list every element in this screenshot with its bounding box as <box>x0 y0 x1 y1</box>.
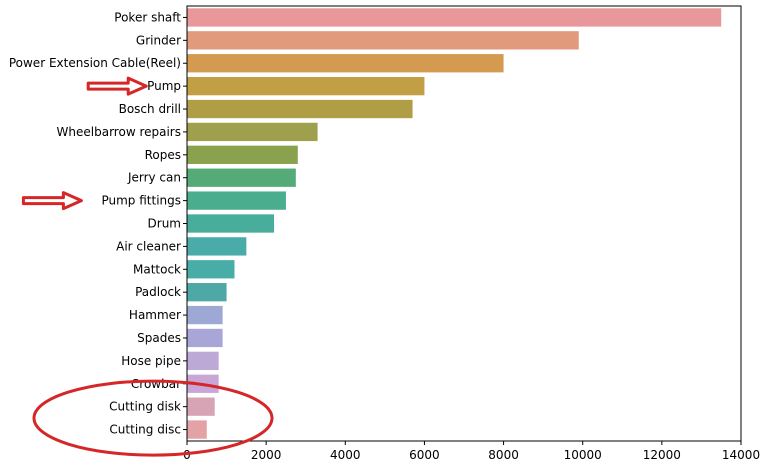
y-tick-label: Pump fittings <box>101 194 181 208</box>
bar-pump-fittings <box>187 191 286 210</box>
y-tick-label: Spades <box>137 331 181 345</box>
y-tick-label: Bosch drill <box>119 102 181 116</box>
bars-group <box>187 8 722 439</box>
x-tick-label: 4000 <box>330 448 361 462</box>
y-tick-label: Cutting disc <box>109 423 181 437</box>
y-tick-label: Drum <box>148 217 181 231</box>
x-tick-label: 2000 <box>251 448 282 462</box>
y-tick-label: Power Extension Cable(Reel) <box>9 56 181 70</box>
y-tick-label: Poker shaft <box>114 10 181 24</box>
bar-drum <box>187 214 275 233</box>
bar-wheelbarrow-repairs <box>187 122 318 142</box>
y-tick-label: Hammer <box>129 308 181 322</box>
x-axis: 0 2000 4000 6000 8000 10000 12000 14000 <box>183 441 760 462</box>
ellipse-annotation <box>32 379 274 457</box>
x-tick-label: 12000 <box>643 448 681 462</box>
bar-power-extension-cable-reel <box>187 54 504 73</box>
bar-bosch-drill <box>187 99 413 119</box>
y-tick-label: Cutting disk <box>109 400 181 414</box>
y-tick-label: Jerry can <box>127 171 181 185</box>
y-tick-label: Mattock <box>133 262 181 276</box>
bar-cutting-disk <box>187 397 215 416</box>
bar-poker-shaft <box>187 8 722 27</box>
bar-cutting-disc <box>187 420 207 439</box>
arrow-annotation-pump-fittings <box>21 191 83 211</box>
y-tick-label: Pump <box>147 79 181 93</box>
bar-jerry-can <box>187 168 296 187</box>
plot-frame <box>186 5 742 442</box>
x-tick-label: 14000 <box>722 448 760 462</box>
bar-ropes <box>187 145 298 164</box>
y-tick-label: Crowbar <box>131 377 181 391</box>
annotations <box>21 76 274 457</box>
x-tick-label: 8000 <box>488 448 519 462</box>
bar-hose-pipe <box>187 351 219 371</box>
bar-air-cleaner <box>187 237 247 256</box>
bar-hammer <box>187 305 223 325</box>
y-tick-label: Air cleaner <box>116 239 181 253</box>
bar-pump <box>187 76 425 96</box>
y-tick-label: Hose pipe <box>121 354 181 368</box>
x-tick-label: 10000 <box>564 448 602 462</box>
y-tick-label: Wheelbarrow repairs <box>57 125 181 139</box>
y-tick-label: Grinder <box>136 33 181 47</box>
y-tick-label: Padlock <box>135 285 181 299</box>
bar-spades <box>187 328 223 348</box>
y-tick-label: Ropes <box>145 148 181 162</box>
bar-mattock <box>187 260 235 279</box>
bar-padlock <box>187 283 227 302</box>
x-tick-label: 6000 <box>409 448 440 462</box>
bar-grinder <box>187 31 579 50</box>
y-axis-labels: Poker shaft Grinder Power Extension Cable(… <box>9 10 187 437</box>
arrow-annotation-pump <box>86 76 148 96</box>
